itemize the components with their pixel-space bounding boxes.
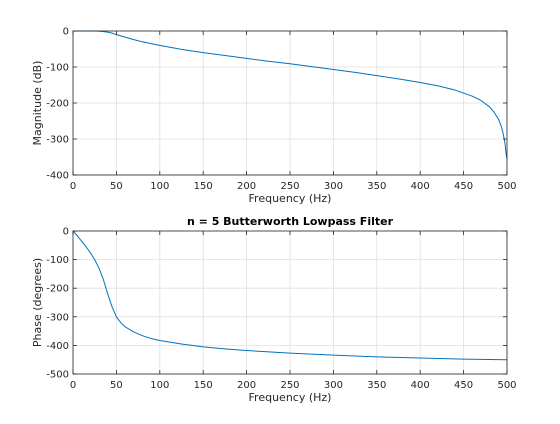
chart-1-y-tick-label: -300 bbox=[46, 312, 69, 323]
chart-0-x-tick-label: 0 bbox=[70, 181, 76, 192]
chart-0-y-tick-label: 0 bbox=[63, 27, 69, 38]
phase-axes: 0 50 100 150 200 250 300 350 400 450 500 0 -100 -200 -… bbox=[31, 215, 517, 404]
chart-1-x-tick-label: 250 bbox=[280, 380, 299, 391]
chart-0-y-tick-label: -400 bbox=[46, 171, 69, 182]
chart-1-y-tick-label: -200 bbox=[46, 284, 69, 295]
chart-0-x-tick-label: 200 bbox=[237, 181, 256, 192]
chart-0-x-tick-label: 350 bbox=[367, 181, 386, 192]
magnitude-axes: 0 50 100 150 200 250 300 350 400 450 500 0 -100 -200 -… bbox=[31, 27, 517, 206]
chart-1-x-tick-label: 400 bbox=[411, 380, 430, 391]
chart-0-y-tick-label: -300 bbox=[46, 135, 69, 146]
chart-1-y-axis-label: Phase (degrees) bbox=[31, 258, 44, 347]
chart-0-y-tick-label: -200 bbox=[46, 99, 69, 110]
chart-1-x-tick-label: 100 bbox=[150, 380, 169, 391]
chart-1-y-tick-label: 0 bbox=[63, 227, 69, 238]
chart-1-x-tick-label: 500 bbox=[497, 380, 516, 391]
chart-1-y-tick-label: -100 bbox=[46, 255, 69, 266]
chart-0-x-tick-label: 100 bbox=[150, 181, 169, 192]
chart-0-x-tick-label: 450 bbox=[454, 181, 473, 192]
chart-1-x-tick-label: 150 bbox=[194, 380, 213, 391]
chart-0-x-tick-label: 250 bbox=[280, 181, 299, 192]
chart-0-x-axis-label: Frequency (Hz) bbox=[249, 192, 332, 205]
chart-1-title: n = 5 Butterworth Lowpass Filter bbox=[187, 215, 394, 228]
chart-1-y-tick-label: -500 bbox=[46, 370, 69, 381]
chart-1-x-tick-label: 450 bbox=[454, 380, 473, 391]
chart-1-x-tick-label: 50 bbox=[110, 380, 123, 391]
chart-1-x-tick-label: 300 bbox=[324, 380, 343, 391]
chart-0-x-tick-label: 400 bbox=[411, 181, 430, 192]
chart-0-x-tick-label: 500 bbox=[497, 181, 516, 192]
chart-1-x-axis-label: Frequency (Hz) bbox=[249, 391, 332, 404]
chart-0-y-axis-label: Magnitude (dB) bbox=[31, 61, 44, 146]
chart-0-x-tick-label: 150 bbox=[194, 181, 213, 192]
chart-0-y-tick-label: -100 bbox=[46, 63, 69, 74]
chart-1-x-tick-label: 350 bbox=[367, 380, 386, 391]
chart-1-x-tick-label: 0 bbox=[70, 380, 76, 391]
chart-1-y-tick-label: -400 bbox=[46, 341, 69, 352]
chart-1-series-line-0 bbox=[72, 230, 508, 361]
chart-0-x-tick-label: 50 bbox=[110, 181, 123, 192]
chart-0-x-tick-label: 300 bbox=[324, 181, 343, 192]
chart-1-x-tick-label: 200 bbox=[237, 380, 256, 391]
